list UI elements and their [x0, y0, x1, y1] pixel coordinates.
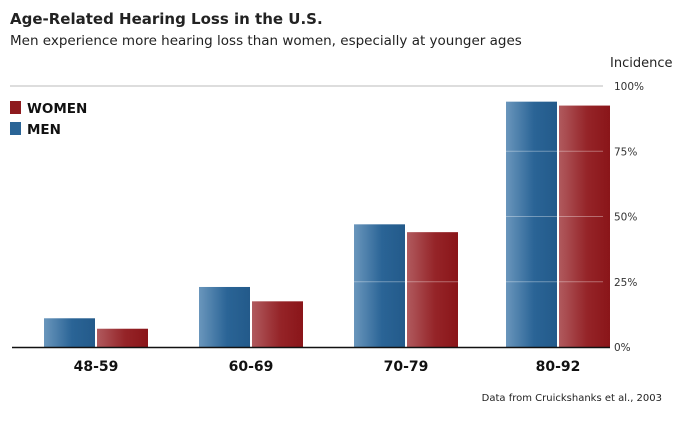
legend-label-women: WOMEN: [27, 101, 87, 117]
y-tick-label: 50%: [614, 212, 637, 224]
bar-men-60-69: [199, 286, 250, 347]
x-tick-label: 70-79: [384, 359, 429, 375]
bar-men-80-92: [506, 101, 557, 347]
legend-swatch-men: [10, 122, 21, 135]
x-tick-label: 80-92: [536, 359, 581, 375]
bar-women-48-59: [97, 328, 148, 347]
y-tick-label: 25%: [614, 277, 637, 289]
legend-label-men: MEN: [27, 122, 61, 138]
bar-women-80-92: [559, 105, 610, 347]
chart-title: Age-Related Hearing Loss in the U.S.: [10, 10, 323, 28]
y-tick-label: 75%: [614, 146, 637, 158]
source-note: Data from Cruickshanks et al., 2003: [481, 393, 662, 404]
chart-subtitle: Men experience more hearing loss than wo…: [10, 33, 522, 49]
y-tick-label: 100%: [614, 81, 644, 93]
x-tick-label: 48-59: [74, 359, 119, 375]
bar-men-70-79: [354, 224, 405, 347]
y-tick-label: 0%: [614, 342, 631, 354]
x-tick-label: 60-69: [229, 359, 274, 375]
y-axis-label: Incidence: [610, 56, 673, 71]
bar-women-70-79: [407, 232, 458, 347]
bar-men-48-59: [44, 318, 95, 347]
legend-swatch-women: [10, 101, 21, 114]
bar-women-60-69: [252, 301, 303, 347]
